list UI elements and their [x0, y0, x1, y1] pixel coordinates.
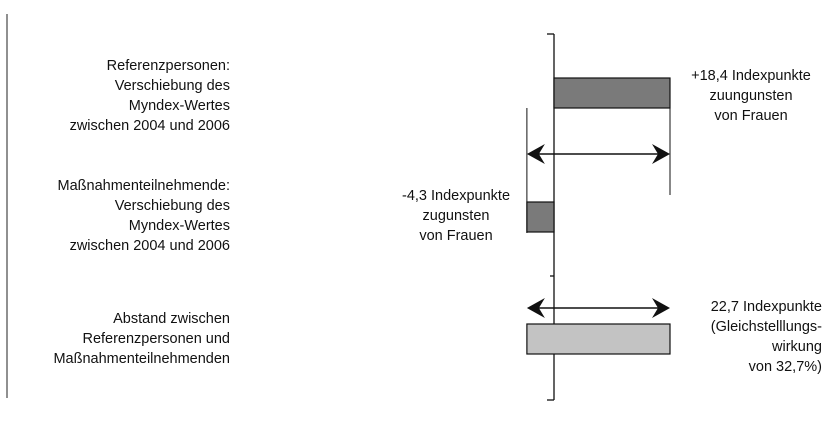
annotation-line: +18,4 Indexpunkte [691, 68, 811, 84]
bar-0 [553, 77, 671, 109]
annotation-line: zugunsten [422, 208, 490, 224]
annotation-abstand: 22,7 Indexpunkte (Gleichstelllungs- wirk… [666, 297, 822, 377]
arrow-head-right-0 [652, 144, 670, 164]
category-label-line: Verschiebung des [114, 198, 230, 214]
category-label-line: Myndex-Wertes [128, 218, 230, 234]
annotation-line: -4,3 Indexpunkte [401, 188, 511, 204]
arrow-head-right-1 [652, 298, 670, 318]
annotation-line: 22,7 Indexpunkte [710, 299, 822, 315]
annotation-line: von Frauen [419, 228, 493, 244]
category-label-line: zwischen 2004 und 2006 [69, 118, 230, 134]
annotation-massnahmenteilnehmende: -4,3 Indexpunkte zugunsten von Frauen [388, 186, 524, 246]
category-label-line: Myndex-Wertes [128, 98, 230, 114]
category-label-abstand: Abstand zwischen Referenzpersonen und Ma… [0, 309, 230, 369]
category-label-line: Maßnahmenteilnehmenden [53, 351, 230, 367]
bar-1 [526, 201, 555, 233]
category-label-line: Maßnahmenteilnehmende: [57, 178, 231, 194]
category-label-line: Referenzpersonen: [106, 58, 230, 74]
category-label-line: Verschiebung des [114, 78, 230, 94]
category-label-massnahmenteilnehmende: Maßnahmenteilnehmende: Verschiebung des … [0, 176, 231, 256]
annotation-line: (Gleichstelllungs- [710, 319, 822, 335]
arrow-head-left-0 [526, 144, 545, 164]
arrow-head-left-1 [526, 298, 545, 318]
annotation-line: zuungunsten [709, 88, 793, 104]
annotation-line: von 32,7%) [748, 359, 822, 375]
annotation-line: von Frauen [714, 108, 788, 124]
category-label-line: zwischen 2004 und 2006 [69, 238, 230, 254]
bar-2 [526, 323, 671, 355]
annotation-referenzpersonen: +18,4 Indexpunkte zuungunsten von Frauen [681, 66, 821, 126]
annotation-line: wirkung [772, 339, 822, 355]
category-label-referenzpersonen: Referenzpersonen: Verschiebung des Mynde… [0, 56, 230, 136]
category-label-line: Abstand zwischen [113, 311, 230, 327]
category-label-line: Referenzpersonen und [82, 331, 230, 347]
